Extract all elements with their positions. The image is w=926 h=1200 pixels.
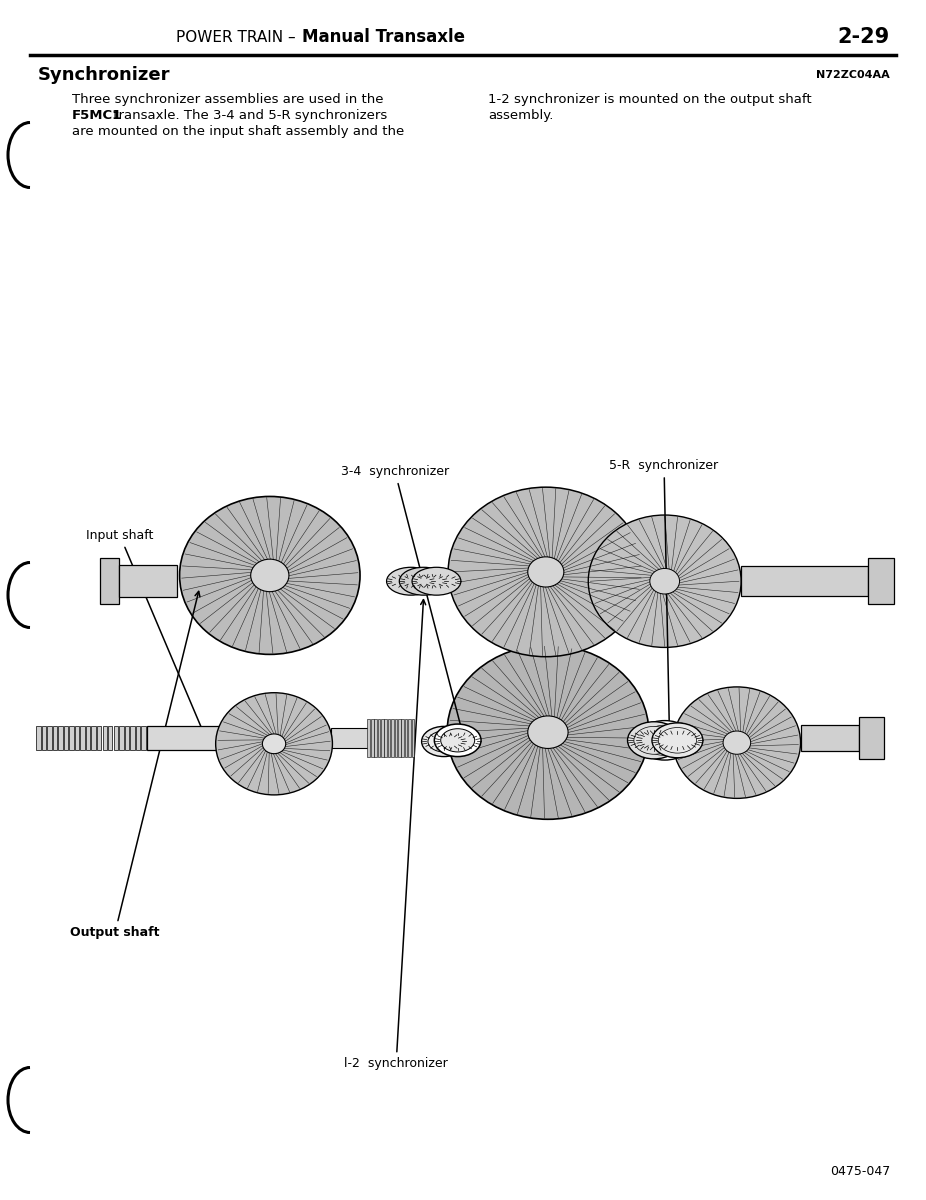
Bar — [86, 726, 91, 750]
Bar — [119, 726, 123, 750]
Bar — [332, 727, 369, 749]
Text: 5-R  synchronizer: 5-R synchronizer — [609, 460, 719, 757]
Text: 0475-047: 0475-047 — [830, 1165, 890, 1178]
Bar — [384, 720, 387, 756]
Bar — [108, 726, 112, 750]
Ellipse shape — [528, 557, 564, 587]
Ellipse shape — [628, 721, 681, 758]
Bar — [378, 720, 381, 756]
Bar — [402, 720, 404, 756]
Ellipse shape — [673, 686, 801, 798]
Bar — [75, 726, 80, 750]
Bar — [100, 558, 119, 605]
Ellipse shape — [180, 497, 360, 654]
Bar — [135, 726, 140, 750]
Bar — [412, 720, 414, 756]
Bar — [382, 720, 383, 756]
Bar — [69, 726, 74, 750]
Bar — [81, 726, 85, 750]
Bar — [53, 726, 57, 750]
Ellipse shape — [399, 568, 448, 595]
Bar — [394, 720, 397, 756]
Ellipse shape — [588, 515, 741, 648]
Ellipse shape — [652, 722, 703, 757]
Text: Three synchronizer assemblies are used in the: Three synchronizer assemblies are used i… — [72, 92, 383, 106]
Bar — [392, 720, 394, 756]
Bar — [103, 726, 107, 750]
Bar — [64, 726, 69, 750]
Bar — [58, 726, 63, 750]
Text: Synchronizer: Synchronizer — [38, 66, 170, 84]
Ellipse shape — [421, 726, 466, 756]
Bar — [741, 566, 869, 596]
Bar — [408, 720, 411, 756]
Text: POWER TRAIN –: POWER TRAIN – — [176, 30, 300, 44]
Ellipse shape — [262, 734, 286, 754]
Bar — [368, 720, 370, 756]
Text: F5MC1: F5MC1 — [72, 109, 122, 122]
Ellipse shape — [636, 720, 694, 760]
Text: N72ZC04AA: N72ZC04AA — [816, 70, 890, 80]
Ellipse shape — [528, 716, 568, 749]
Bar — [801, 725, 859, 751]
Bar — [97, 726, 102, 750]
Ellipse shape — [216, 692, 332, 794]
Bar — [125, 726, 129, 750]
Ellipse shape — [251, 559, 289, 592]
Ellipse shape — [634, 726, 674, 755]
Ellipse shape — [434, 724, 481, 756]
Ellipse shape — [412, 568, 461, 595]
Ellipse shape — [643, 725, 687, 756]
Ellipse shape — [650, 569, 680, 594]
Bar — [141, 726, 145, 750]
Bar — [388, 720, 391, 756]
Ellipse shape — [447, 646, 649, 820]
Text: Output shaft: Output shaft — [70, 592, 200, 940]
Bar — [36, 726, 41, 750]
Bar — [405, 720, 407, 756]
Bar — [131, 726, 134, 750]
Ellipse shape — [386, 568, 435, 595]
Bar — [374, 720, 377, 756]
Text: Input shaft: Input shaft — [86, 529, 206, 739]
Text: assembly.: assembly. — [488, 109, 554, 122]
Ellipse shape — [441, 728, 475, 752]
Bar — [859, 718, 884, 758]
Ellipse shape — [723, 731, 751, 755]
Bar — [370, 720, 373, 756]
Bar — [119, 565, 178, 598]
Bar — [398, 720, 401, 756]
Bar — [114, 726, 118, 750]
Text: transaxle. The 3-4 and 5-R synchronizers: transaxle. The 3-4 and 5-R synchronizers — [109, 109, 387, 122]
Text: 1-2 synchronizer is mounted on the output shaft: 1-2 synchronizer is mounted on the outpu… — [488, 92, 811, 106]
Bar — [47, 726, 52, 750]
Text: Manual Transaxle: Manual Transaxle — [302, 28, 465, 46]
Bar — [42, 726, 46, 750]
Ellipse shape — [448, 487, 644, 656]
Bar — [146, 726, 247, 750]
Text: l-2  synchronizer: l-2 synchronizer — [344, 600, 448, 1070]
Text: 2-29: 2-29 — [838, 26, 890, 47]
Text: 3-4  synchronizer: 3-4 synchronizer — [341, 466, 469, 751]
Bar — [869, 558, 894, 605]
Ellipse shape — [658, 727, 696, 754]
Bar — [92, 726, 96, 750]
Text: are mounted on the input shaft assembly and the: are mounted on the input shaft assembly … — [72, 125, 405, 138]
Ellipse shape — [428, 731, 460, 752]
